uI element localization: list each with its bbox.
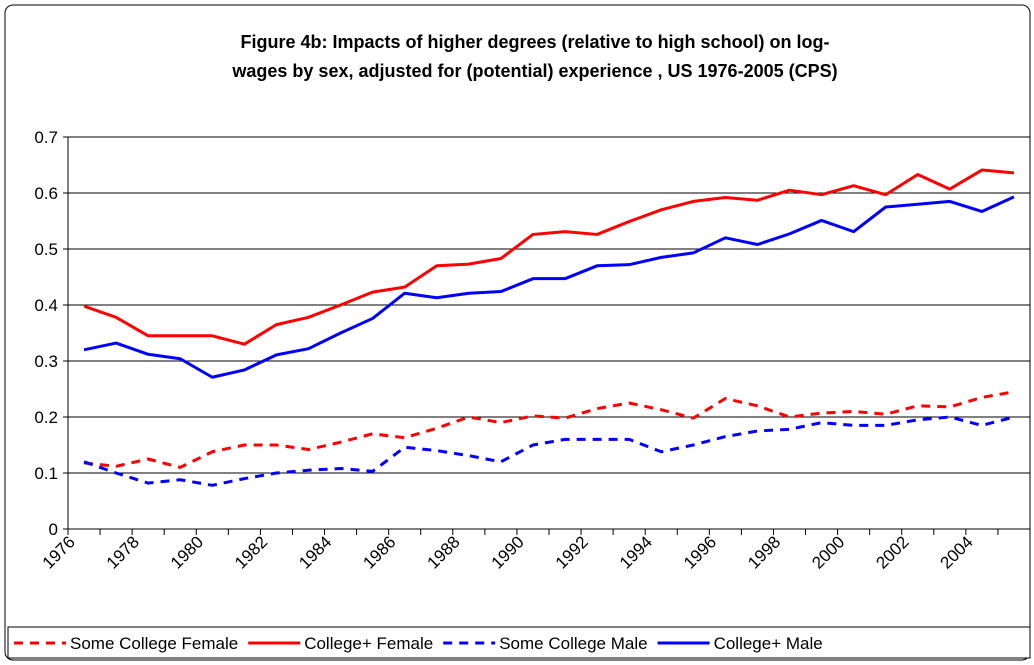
legend-label: Some College Female [70,634,238,653]
y-tick-label: 0.7 [34,128,58,147]
y-tick-label: 0.1 [34,464,58,483]
series-line [83,390,1015,469]
series-line [83,415,1015,487]
chart-border [4,4,1031,661]
series-line [83,168,1015,346]
y-tick-label: 0 [49,520,58,539]
y-tick-label: 0.2 [34,408,58,427]
legend-box [7,626,1031,659]
chart-title: wages by sex, adjusted for (potential) e… [231,61,837,81]
legend-label: College+ Male [714,634,823,653]
legend-label: Some College Male [499,634,647,653]
legend-label: College+ Female [304,634,433,653]
y-tick-label: 0.3 [34,352,58,371]
series-line [83,195,1015,379]
y-tick-label: 0.6 [34,184,58,203]
y-tick-label: 0.5 [34,240,58,259]
y-tick-label: 0.4 [34,296,58,315]
chart-title: Figure 4b: Impacts of higher degrees (re… [240,32,829,52]
